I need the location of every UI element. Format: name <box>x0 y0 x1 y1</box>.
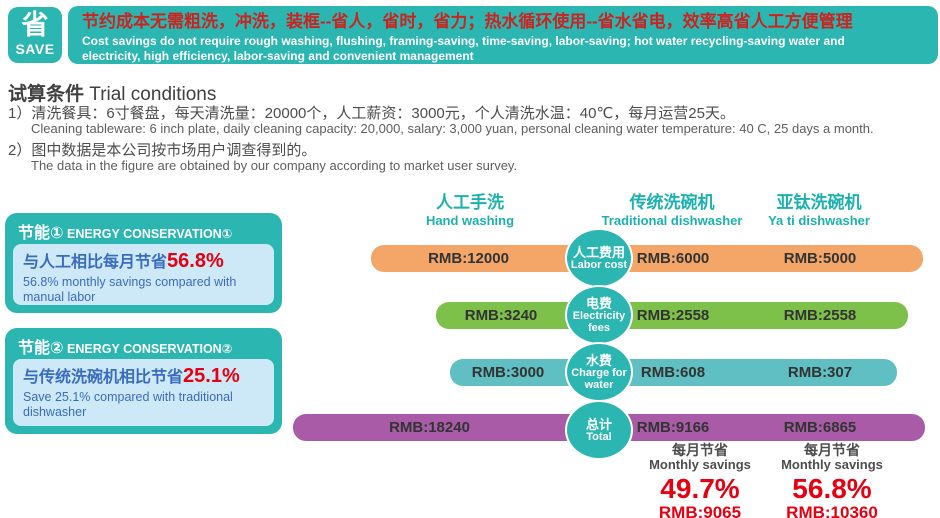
energy-box-2-line-cn: 与传统洗碗机相比节省 <box>23 369 184 386</box>
bar-value: RMB:3240 <box>464 307 538 324</box>
bar-value: RMB:18240 <box>389 419 470 436</box>
circle-4-en: Total <box>586 430 612 443</box>
savings-1-amount: RMB:9065 <box>658 503 742 518</box>
energy-box-2-line-en: Save 25.1% compared with traditional dis… <box>23 390 233 419</box>
save-badge: 省 SAVE <box>8 7 62 63</box>
savings-1-label-en: Monthly savings <box>649 457 751 472</box>
savings-1-label-cn: 每月节省 <box>672 442 728 458</box>
energy-box-1-line-en: 56.8% monthly savings compared with manu… <box>23 275 237 304</box>
energy-box-2-line: 与传统洗碗机相比节省25.1% <box>23 363 264 388</box>
save-badge-cn: 省 <box>21 10 49 40</box>
energy-box-2-title-cn: 节能② <box>18 340 64 357</box>
category-circle-electricity-fees: 电费 Electricity fees <box>565 285 633 345</box>
energy-box-2-title: 节能② ENERGY CONSERVATION② <box>5 328 282 358</box>
trial-item1-cn: 1）清洗餐具：6寸餐盘，每天清洗量：20000个，人工薪资：3000元，个人清洗… <box>8 105 735 122</box>
circle-2-en: Electricity fees <box>572 310 626 334</box>
energy-box-2-title-en: ENERGY CONSERVATION② <box>63 342 233 356</box>
energy-box-1-line: 与人工相比每月节省56.8% <box>23 248 264 273</box>
energy-conservation-box-2: 节能② ENERGY CONSERVATION② 与传统洗碗机相比节省25.1%… <box>5 328 282 434</box>
trial-item1-en: Cleaning tableware: 6 inch plate, daily … <box>31 121 874 136</box>
column-header-2-cn: 传统洗碗机 <box>629 193 715 212</box>
column-header-3-cn: 亚钛洗碗机 <box>776 193 862 212</box>
bar-value: RMB:2558 <box>636 307 710 324</box>
energy-box-1-value: 56.8% <box>167 250 224 272</box>
circle-3-en: Charge for water <box>571 367 627 391</box>
bar-value: RMB:12000 <box>428 250 509 267</box>
bar-value: RMB:5000 <box>783 250 857 267</box>
trial-title-en: Trial conditions <box>84 84 217 105</box>
bar-value: RMB:608 <box>640 364 706 381</box>
banner-chinese-text: 节约成本无需粗洗，冲洗，装框--省人，省时，省力；热水循环使用--省水省电，效率… <box>82 12 853 31</box>
save-badge-en: SAVE <box>15 41 55 57</box>
column-header-traditional-dishwasher: 传统洗碗机 Traditional dishwasher <box>587 192 757 229</box>
energy-conservation-box-1: 节能① ENERGY CONSERVATION① 与人工相比每月节省56.8% … <box>5 213 282 313</box>
bar-value: RMB:6000 <box>636 250 710 267</box>
category-circle-total: 总计 Total <box>565 400 633 460</box>
savings-2-amount: RMB:10360 <box>786 503 878 518</box>
bar-value: RMB:2558 <box>783 307 857 324</box>
monthly-savings-yati: 每月节省 Monthly savings 56.8% RMB:10360 <box>757 443 907 518</box>
circle-1-en: Labor cost <box>570 258 628 271</box>
savings-1-percent: 49.7% <box>660 473 740 504</box>
energy-box-2-panel: 与传统洗碗机相比节省25.1% Save 25.1% compared with… <box>13 359 274 426</box>
category-circle-water-charge: 水费 Charge for water <box>565 342 633 402</box>
bar-labor-cost <box>371 245 923 272</box>
banner-english-line1: Cost savings do not require rough washin… <box>82 34 845 48</box>
savings-2-label-en: Monthly savings <box>781 457 883 472</box>
circle-2-cn: 电费 <box>585 296 612 311</box>
savings-2-label-cn: 每月节省 <box>804 442 860 458</box>
header-banner: 节约成本无需粗洗，冲洗，装框--省人，省时，省力；热水循环使用--省水省电，效率… <box>68 6 938 64</box>
banner-english-line2: electricity, high efficiency, labor-savi… <box>82 49 474 63</box>
category-circle-labor-cost: 人工费用 Labor cost <box>565 228 633 288</box>
bar-value: RMB:9166 <box>636 419 710 436</box>
bar-value: RMB:6865 <box>783 419 857 436</box>
energy-box-1-panel: 与人工相比每月节省56.8% 56.8% monthly savings com… <box>13 244 274 305</box>
trial-conditions-title: 试算条件 Trial conditions <box>8 79 216 106</box>
column-header-2-en: Traditional dishwasher <box>601 213 743 228</box>
column-header-1-cn: 人工手洗 <box>436 193 504 212</box>
trial-item2-en: The data in the figure are obtained by o… <box>31 158 518 173</box>
bar-value: RMB:3000 <box>471 364 545 381</box>
circle-3-cn: 水费 <box>585 353 612 368</box>
energy-box-1-title-cn: 节能① <box>18 225 64 242</box>
column-header-hand-washing: 人工手洗 Hand washing <box>385 192 555 229</box>
bar-electricity-fees <box>436 302 908 329</box>
energy-box-1-line-cn: 与人工相比每月节省 <box>23 254 168 271</box>
energy-box-2-value: 25.1% <box>183 365 240 387</box>
column-header-3-en: Ya ti dishwasher <box>768 213 870 228</box>
column-header-1-en: Hand washing <box>425 213 515 228</box>
trial-item2-cn: 2）图中数据是本公司按市场用户调查得到的。 <box>8 142 317 159</box>
circle-1-cn: 人工费用 <box>572 244 625 260</box>
monthly-savings-traditional: 每月节省 Monthly savings 49.7% RMB:9065 <box>625 443 775 518</box>
bar-water-charge <box>450 359 897 386</box>
trial-title-cn: 试算条件 <box>8 84 85 105</box>
savings-2-percent: 56.8% <box>792 473 872 504</box>
energy-box-1-title-en: ENERGY CONSERVATION① <box>63 227 233 241</box>
energy-box-1-title: 节能① ENERGY CONSERVATION① <box>5 213 282 243</box>
column-header-yati-dishwasher: 亚钛洗碗机 Ya ti dishwasher <box>734 192 904 229</box>
circle-4-cn: 总计 <box>585 416 612 432</box>
bar-value: RMB:307 <box>787 364 853 381</box>
